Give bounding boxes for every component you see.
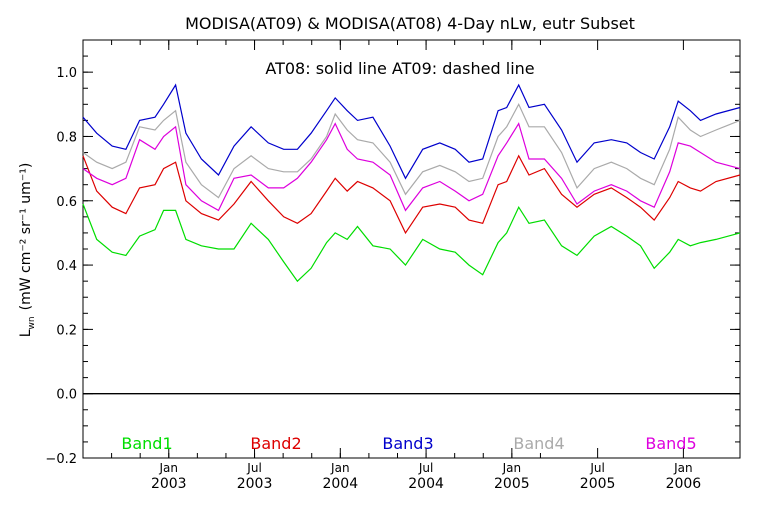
y-axis-label-units: (mW cm⁻² sr⁻¹ um⁻¹): [18, 163, 34, 311]
legend-entry-band4: Band4: [513, 434, 564, 453]
legend-entry-band5: Band5: [645, 434, 696, 453]
legend-entry-band3: Band3: [382, 434, 433, 453]
x-tick-year: 2004: [408, 476, 444, 492]
y-axis-label: Lwn (mW cm⁻² sr⁻¹ um⁻¹): [18, 163, 37, 338]
x-axis: Jan2003Jul2003Jan2004Jul2004Jan2005Jul20…: [82, 40, 702, 492]
chart-subtitle: AT08: solid line AT09: dashed line: [265, 59, 534, 78]
x-tick-year: 2004: [322, 476, 358, 492]
x-tick-year: 2005: [494, 476, 530, 492]
y-tick-label: 0.6: [56, 195, 77, 210]
x-tick-month: Jan: [330, 461, 350, 475]
y-tick-label: 0.4: [56, 259, 77, 274]
legend-entry-band2: Band2: [250, 434, 301, 453]
x-tick-month: Jul: [589, 461, 604, 475]
y-tick-label: −0.2: [45, 452, 77, 467]
x-tick-year: 2003: [151, 476, 187, 492]
x-tick-month: Jul: [418, 461, 433, 475]
y-tick-label: 0.2: [56, 323, 77, 338]
x-tick-month: Jan: [502, 461, 522, 475]
x-tick-year: 2003: [237, 476, 273, 492]
y-axis: −0.2 0.0 0.2 0.4 0.6 0.8 1.0: [45, 39, 740, 467]
y-tick-label: 0.0: [56, 388, 77, 403]
series-line-band2: [82, 154, 741, 235]
x-tick-month: Jan: [673, 461, 693, 475]
x-tick-year: 2005: [580, 476, 616, 492]
x-tick-month: Jan: [159, 461, 179, 475]
series-line-band3: [82, 83, 741, 180]
series-line-band5: [82, 122, 741, 212]
legend: Band1 Band2 Band3 Band4 Band5: [121, 434, 696, 453]
plot-frame: [82, 39, 741, 459]
x-tick-month: Jul: [246, 461, 261, 475]
y-tick-label: 1.0: [56, 66, 77, 81]
x-tick-year: 2006: [666, 476, 702, 492]
y-tick-label: 0.8: [56, 130, 77, 145]
y-axis-label-subscript: wn: [27, 316, 37, 329]
series-line-band4: [82, 102, 741, 199]
chart-title: MODISA(AT09) & MODISA(AT08) 4-Day nLw, e…: [185, 14, 635, 33]
series-line-band1: [82, 203, 741, 283]
series-lines: [82, 83, 741, 283]
legend-entry-band1: Band1: [121, 434, 172, 453]
y-axis-label-symbol: L: [18, 329, 34, 337]
